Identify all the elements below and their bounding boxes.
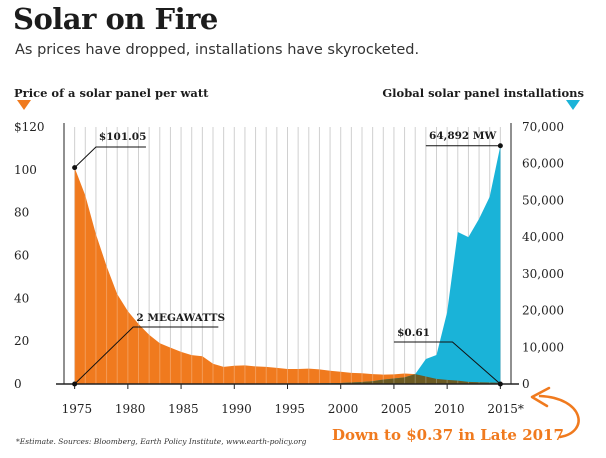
right-y-tick: 70,000 [522,120,564,134]
x-tick-label: 2010 [434,402,465,416]
price-area [74,167,501,384]
right-y-tick: 60,000 [522,157,564,171]
end-price-leader [393,341,501,385]
right-y-tick: 10,000 [522,340,564,354]
left-y-tick: 60 [14,249,29,263]
right-y-tick: 40,000 [522,230,564,244]
left-y-tick: 80 [14,206,29,220]
left-y-tick: 40 [14,291,29,305]
x-tick-label: 2005 [381,402,412,416]
callout-arrow [538,394,580,439]
x-tick-label: 1985 [168,402,199,416]
x-tick-label: 1980 [115,402,146,416]
right-y-tick: 50,000 [522,193,564,207]
peak-price-leader [74,146,146,168]
peak-price-label: $101.05 [99,131,147,143]
callout-arrowhead [530,386,551,408]
x-tick-label: 1975 [62,402,93,416]
installs-area [74,145,501,384]
end-installs-label: 64,892 MW [429,130,496,142]
chart-subtitle: As prices have dropped, installations ha… [15,42,420,58]
right-y-tick: 0 [522,377,530,391]
right-axis-title: Global solar panel installations [382,86,584,100]
chart-title: Solar on Fire [13,2,218,36]
installs-legend-marker [566,100,580,110]
footnote: *Estimate. Sources: Bloomberg, Earth Pol… [16,437,307,446]
x-tick-label: 2000 [328,402,359,416]
left-y-tick: $120 [14,120,45,134]
price-legend-marker [17,100,31,110]
x-tick-label: 1995 [275,402,306,416]
left-axis-title: Price of a solar panel per watt [14,86,209,100]
left-y-tick: 100 [14,163,37,177]
left-y-tick: 0 [14,377,22,391]
end-price-label: $0.61 [397,327,430,339]
left-y-tick: 20 [14,334,29,348]
right-y-tick: 20,000 [522,304,564,318]
x-tick-label: 2015* [487,402,524,416]
callout-text: Down to $0.37 in Late 2017 [332,426,564,444]
start-installs-leader [74,326,219,385]
right-y-tick: 30,000 [522,267,564,281]
start-installs-label: 2 MEGAWATTS [136,312,225,324]
x-tick-label: 1990 [221,402,252,416]
